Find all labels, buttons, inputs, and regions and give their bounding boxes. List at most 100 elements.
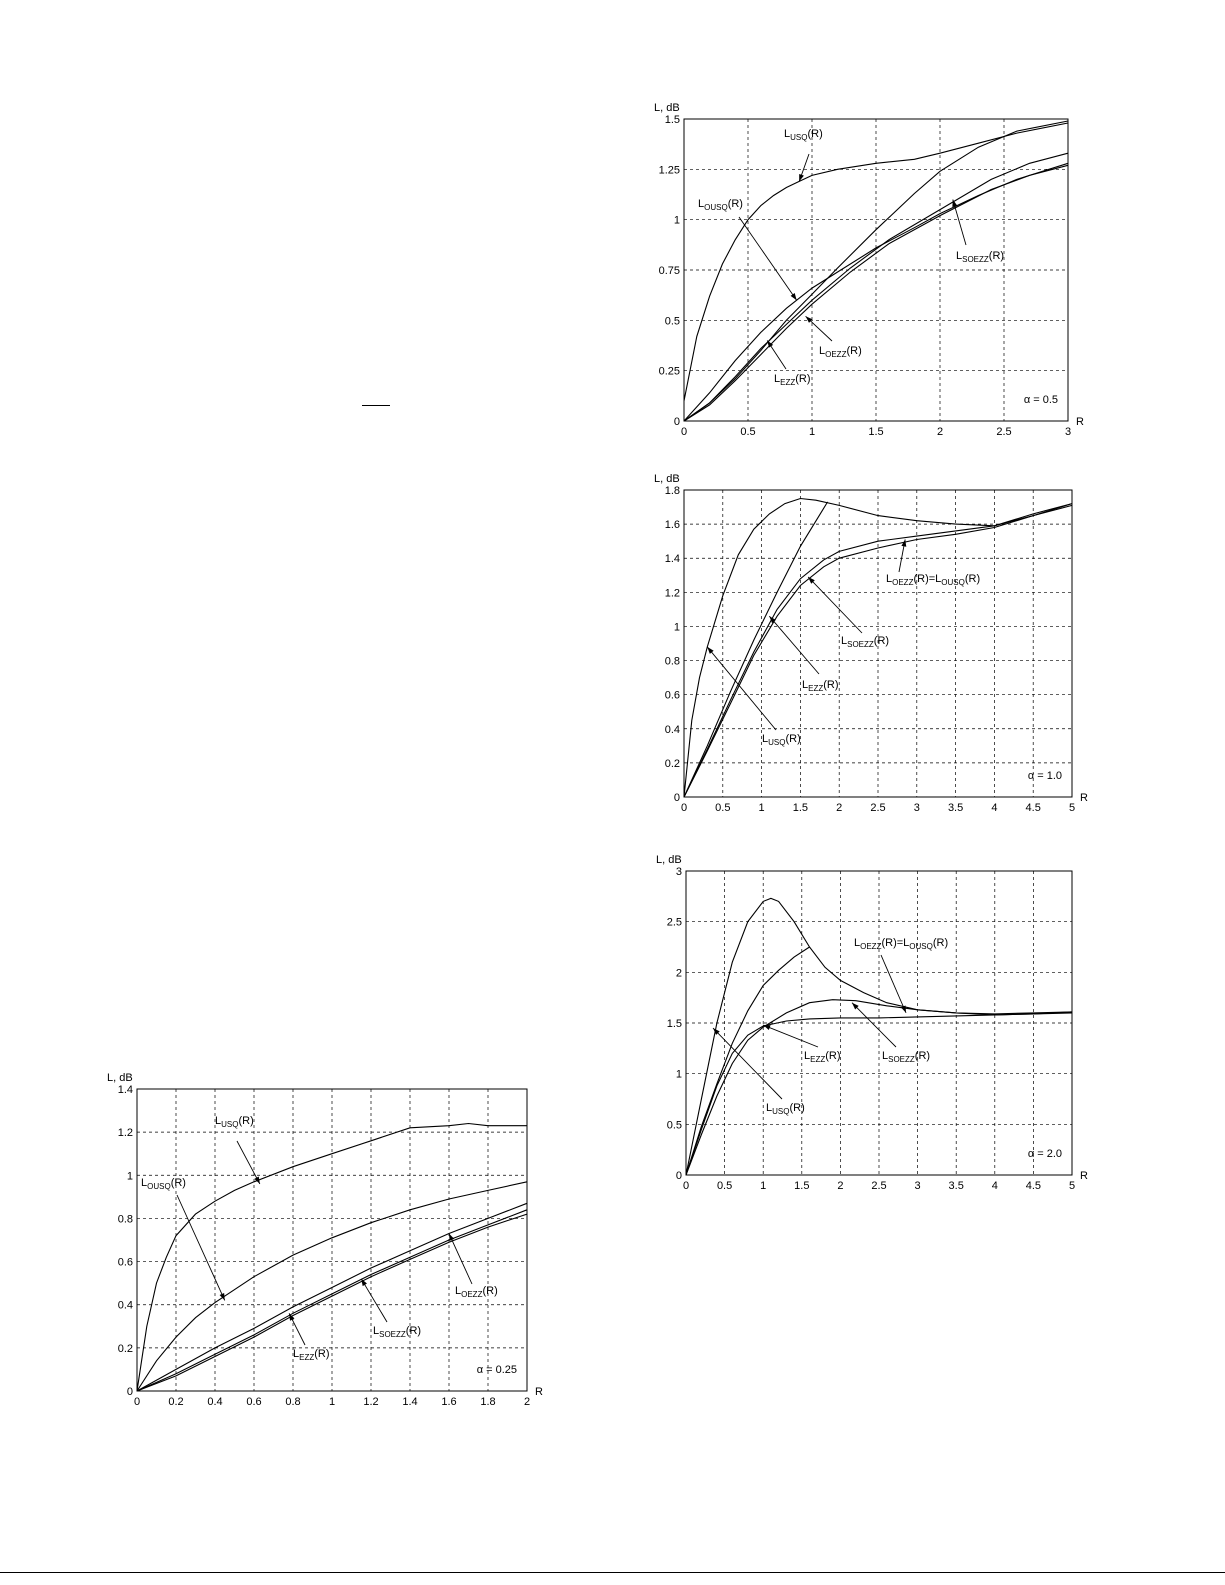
y-tick-label: 0.8 [118,1213,133,1225]
x-tick-label: 3 [1065,426,1071,438]
series-annotation: LSOEZZ(R) [841,635,889,649]
series-annotation: LEZZ(R) [774,373,811,387]
series-annotation: LOEZZ(R)=LOUSQ(R) [886,573,980,587]
x-axis-label: R [1076,416,1084,428]
x-tick-label: 5 [1069,1180,1075,1192]
series-annotation: LUSQ(R) [784,128,823,142]
x-tick-label: 1.6 [441,1396,456,1408]
x-tick-label: 3.5 [948,802,963,814]
y-tick-label: 2.5 [667,917,682,929]
x-tick-label: 3.5 [949,1180,964,1192]
plot-frame [683,118,1069,422]
x-tick-label: 3 [915,1180,921,1192]
x-tick-label: 1 [329,1396,335,1408]
y-tick-label: 0 [676,1170,682,1182]
y-tick-label: 0.8 [665,656,680,668]
annotation-arrowhead [767,340,774,348]
y-tick-label: 1.25 [659,164,680,176]
series-annotation: LUSQ(R) [762,733,801,747]
series-line-3 [136,1209,528,1392]
series-line-1 [685,946,810,1176]
alpha-note: α = 0.5 [1024,394,1058,406]
y-tick-label: 0.6 [118,1257,133,1269]
annotation-arrowhead [900,1005,907,1013]
x-tick-label: 5 [1069,802,1075,814]
y-tick-label: 0.4 [118,1300,133,1312]
annotation-arrow [236,1140,261,1185]
y-tick-label: 1.4 [665,553,680,565]
x-tick-label: 2.5 [996,426,1011,438]
x-tick-label: 2 [836,802,842,814]
plot-group-a10: 0 0.5 1 1.5 2 2.5 3 3.5 4 4.5 5 0 0.2 0.4 0.6 0.8 1 1.2 1.… [654,473,1088,814]
y-tick-label: 1 [676,1069,682,1081]
plot-group-a025: 0 0.2 0.4 0.6 0.8 1 1.2 1.4 1.6 1.8 2 0 0.2 0.4 0.6 0.8… [107,1072,543,1408]
x-tick-label: 1.5 [794,1180,809,1192]
x-tick-label: 0.5 [715,802,730,814]
x-tick-label: 0 [683,1180,689,1192]
annotation-arrowhead [254,1176,260,1184]
x-axis-label: R [535,1386,543,1398]
x-tick-label: 4.5 [1026,1180,1041,1192]
plot-group-a20: 0 0.5 1 1.5 2 2.5 3 3.5 4 4.5 500.511.522.53L, dBR… [656,854,1088,1192]
y-tick-label: 1.2 [665,587,680,599]
series-annotation: LEZZ(R) [802,679,839,693]
series-line-0 [683,122,1069,402]
series-annotation: LOEZZ(R) [819,345,862,359]
annotation-arrowhead [707,646,714,654]
series-line-4 [136,1213,528,1392]
series-annotation: LSOEZZ(R) [882,1050,930,1064]
alpha-note: α = 0.25 [477,1364,517,1376]
plot-frame [685,870,1073,1176]
y-tick-label: 2 [676,967,682,979]
series-annotation: LUSQ(R) [766,1102,805,1116]
y-axis-label: L, dB [654,473,680,485]
annotation-arrowhead [763,1025,771,1030]
x-tick-label: 4.5 [1026,802,1041,814]
x-tick-label: 0.6 [246,1396,261,1408]
annotation-arrow [712,1027,783,1100]
x-tick-label: 1.5 [868,426,883,438]
y-tick-label: 0.2 [665,758,680,770]
x-tick-label: 0.8 [285,1396,300,1408]
annotation-arrowhead [790,293,797,301]
x-tick-label: 0.4 [207,1396,222,1408]
x-tick-label: 2 [524,1396,530,1408]
y-tick-label: 1.2 [118,1127,133,1139]
series-annotation: LEZZ(R) [293,1348,330,1362]
series-line-3 [683,164,1069,422]
series-line-1 [136,1181,528,1392]
y-tick-label: 0 [674,792,680,804]
x-tick-label: 1 [760,1180,766,1192]
y-tick-label: 1.4 [118,1084,133,1096]
annotation-arrowhead [952,199,958,207]
y-tick-label: 1.5 [667,1018,682,1030]
x-tick-label: 2.5 [871,1180,886,1192]
annotation-arrowhead [808,576,815,584]
y-axis-label: L, dB [656,854,682,866]
annotation-arrow [880,954,907,1014]
series-annotation: LSOEZZ(R) [373,1325,421,1339]
annotation-arrow [807,576,863,634]
y-tick-label: 1 [127,1170,133,1182]
annotation-arrowhead [799,173,804,182]
x-tick-label: 0 [681,426,687,438]
series-line-2 [683,152,1069,422]
annotation-arrowhead [769,616,776,624]
annotation-arrowhead [449,1233,455,1241]
annotation-arrow [706,646,777,731]
page-bottom-rule [0,1572,1225,1573]
x-tick-label: 2 [837,1180,843,1192]
x-tick-label: 0 [134,1396,140,1408]
x-axis-label: R [1080,792,1088,804]
annotation-arrowhead [805,316,813,323]
annotation-arrowhead [361,1278,367,1287]
chart-alpha-1-0: 0 0.5 1 1.5 2 2.5 3 3.5 4 4.5 5 0 0.2 0.4 0.6 0.8 1 1.2 1.… [654,473,1088,814]
x-tick-label: 0 [681,802,687,814]
annotation-arrow [448,1233,473,1285]
x-axis-label: R [1080,1170,1088,1182]
x-tick-label: 0.5 [740,426,755,438]
y-tick-label: 0 [127,1386,133,1398]
chart-alpha-0-25: 0 0.2 0.4 0.6 0.8 1 1.2 1.4 1.6 1.8 2 0 0.2 0.4 0.6 0.8… [107,1072,543,1408]
series-line-0 [683,497,1073,798]
